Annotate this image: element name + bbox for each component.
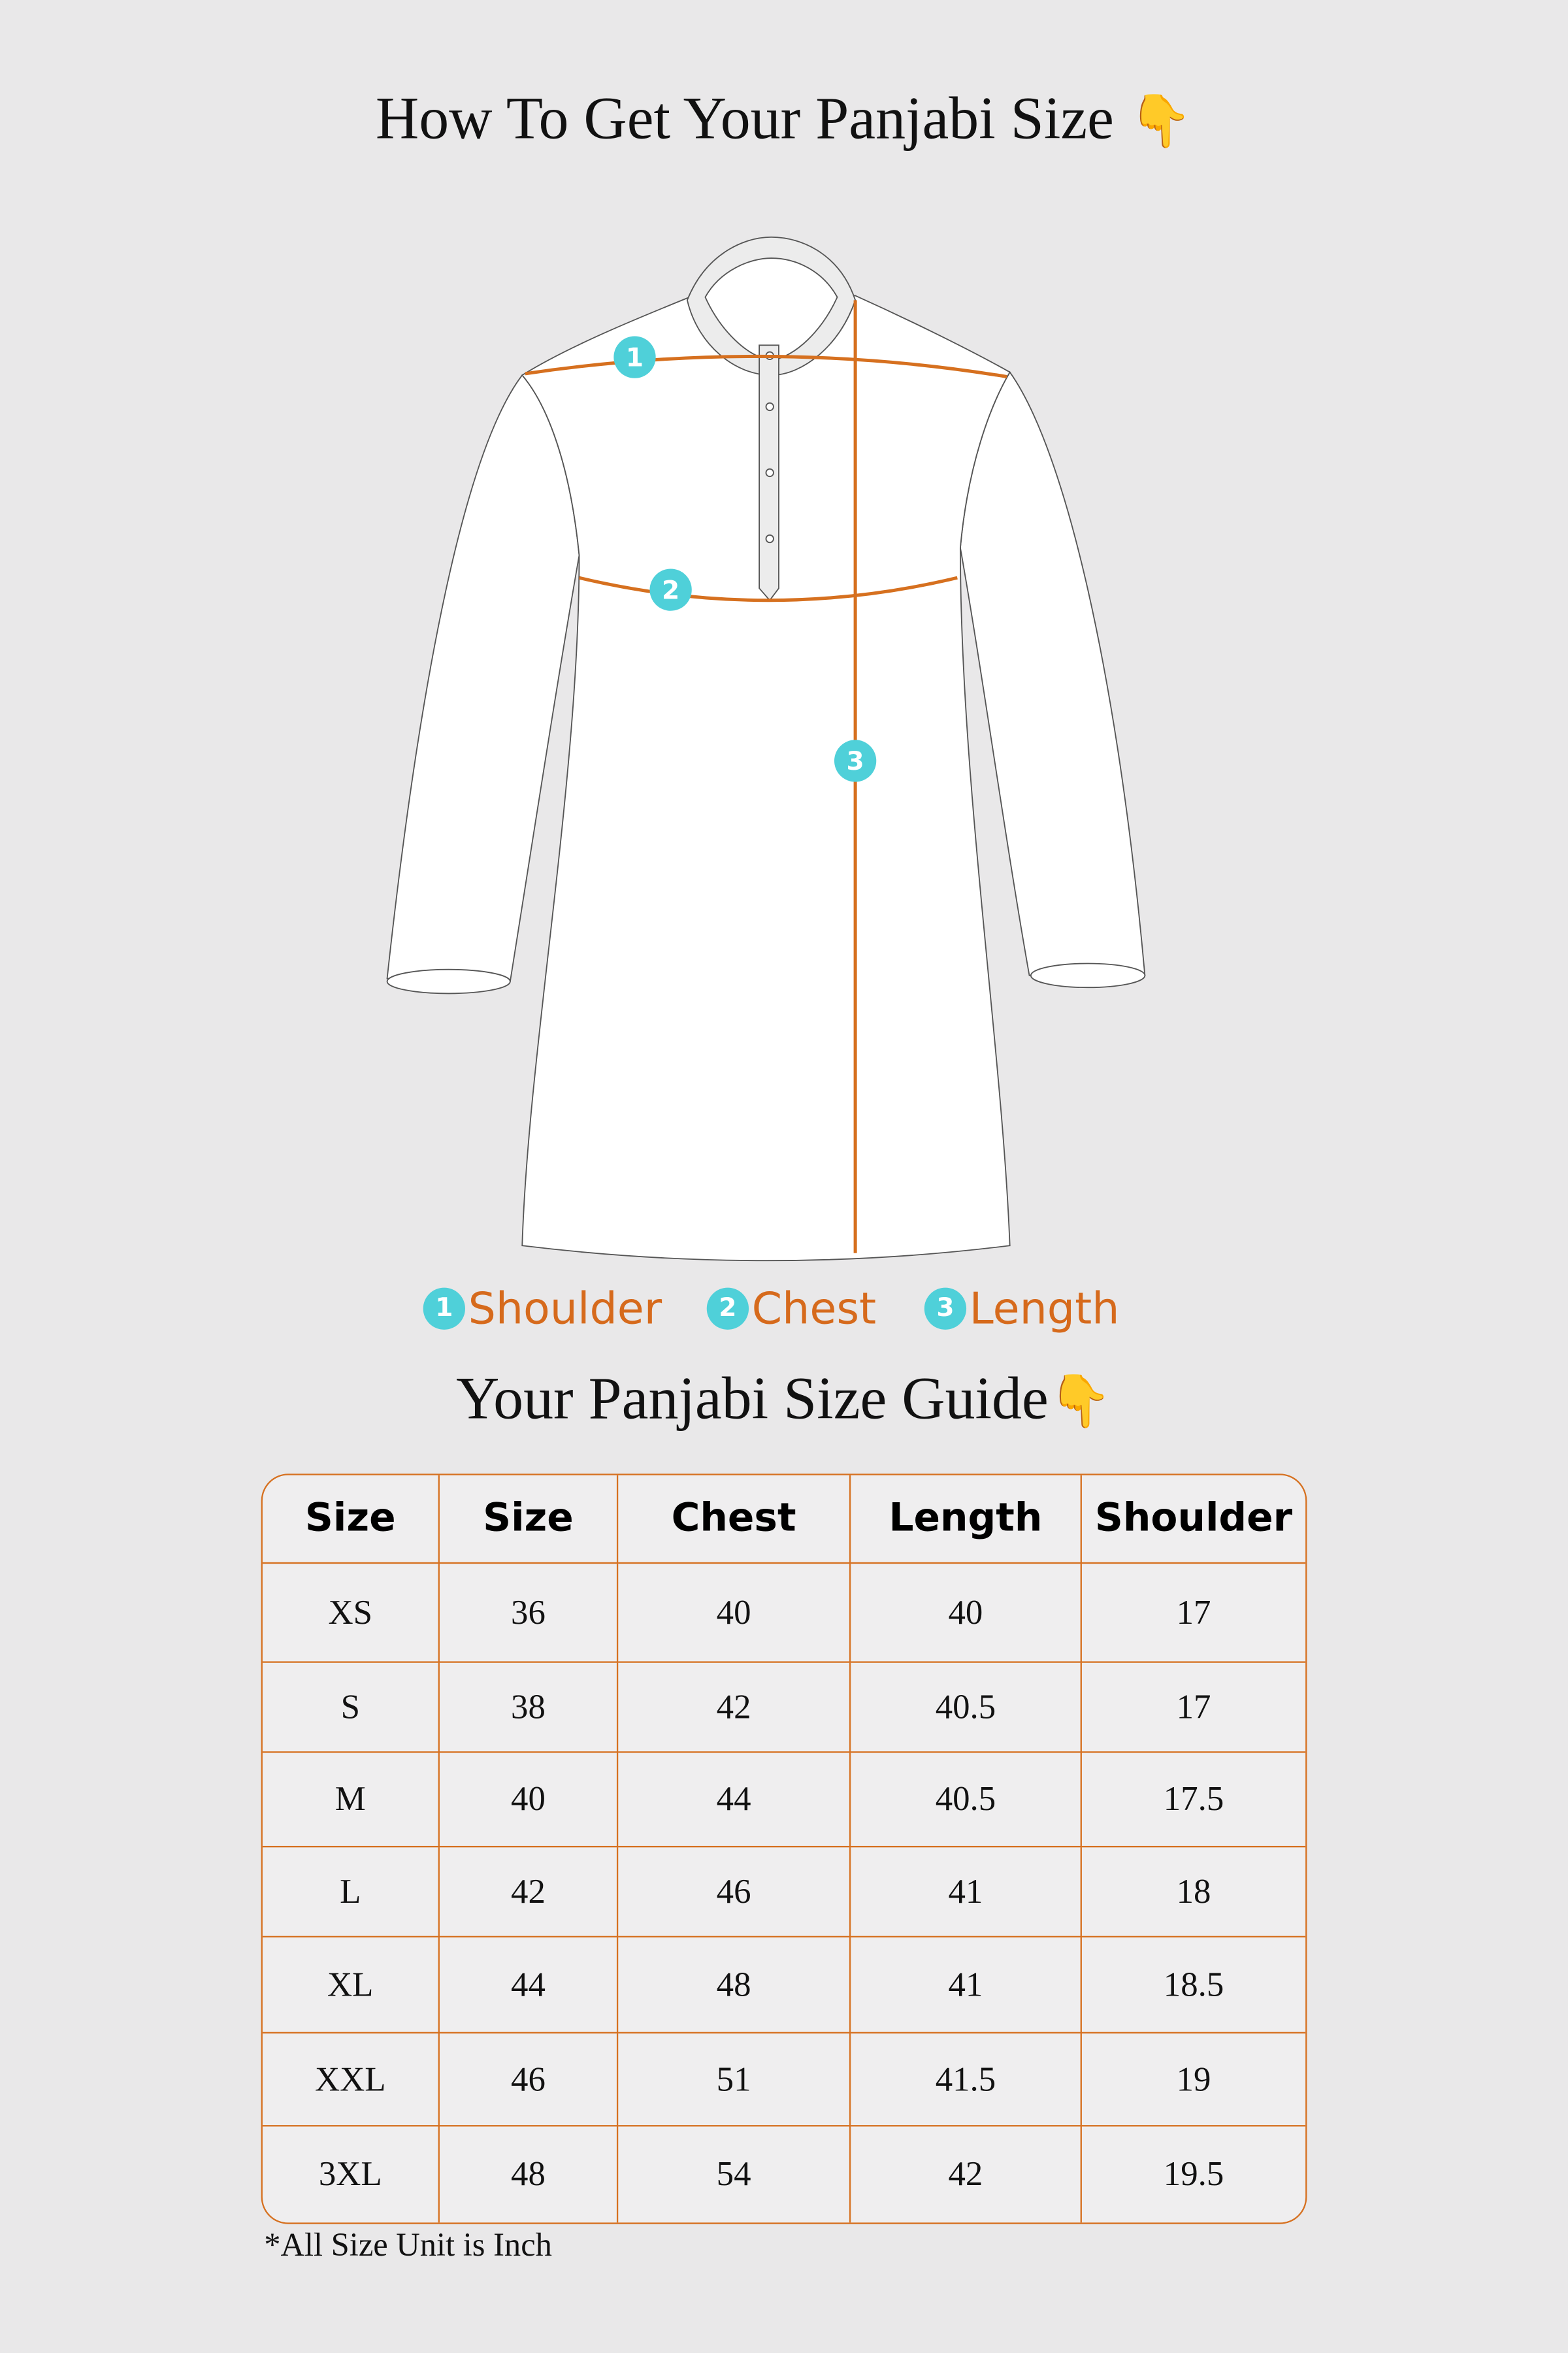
size-chart-table: Size Size Chest Length Shoulder XS 36 40 40… (261, 1473, 1307, 2224)
left-sleeve (386, 374, 580, 982)
table-cell: 54 (618, 2126, 851, 2223)
table-cell: 48 (618, 1937, 851, 2034)
table-cell: 40 (439, 1752, 619, 1848)
legend-item-length: 3 Length (924, 1283, 1120, 1334)
column-header: Shoulder (1081, 1475, 1306, 1564)
right-sleeve (959, 370, 1146, 976)
size-guide-title: Your Panjabi Size Guide👇 (0, 1362, 1568, 1433)
legend-label: Chest (751, 1283, 877, 1334)
table-cell: 44 (618, 1752, 851, 1848)
column-header: Size (439, 1475, 619, 1564)
legend-label: Length (969, 1283, 1120, 1334)
table-cell: 40.5 (851, 1662, 1082, 1753)
table-cell: 38 (439, 1662, 619, 1753)
table-cell: 40 (851, 1564, 1082, 1663)
table-cell: 40 (618, 1564, 851, 1663)
pointing-down-hand-icon: 👇 (1048, 1374, 1113, 1430)
legend-number: 2 (706, 1287, 749, 1330)
table-cell: 19.5 (1163, 2155, 1224, 2193)
table-cell: 19 (1081, 2033, 1306, 2127)
table-cell: L (262, 1847, 440, 1938)
table-cell: 42 (618, 1662, 851, 1753)
garment-body (521, 295, 1011, 1262)
table-row: M 40 44 40.5 17.5 (262, 1752, 1306, 1848)
table-cell: 46 (618, 1847, 851, 1938)
table-cell: 18 (1081, 1847, 1306, 1938)
legend-item-chest: 2 Chest (706, 1283, 877, 1334)
table-cell: XXL (262, 2033, 440, 2127)
table-row: L 42 46 41 18 (262, 1847, 1306, 1938)
table-cell: 18.5 (1081, 1937, 1306, 2034)
table-cell: 41.5 (851, 2033, 1082, 2127)
table-cell: 3XL (263, 2126, 440, 2223)
column-header: Length (851, 1475, 1082, 1564)
column-header: Size (262, 1475, 440, 1564)
table-cell: 41 (851, 1937, 1082, 2034)
table-cell: S (262, 1662, 440, 1753)
table-cell: 36 (439, 1564, 619, 1663)
table-row: XL 44 48 41 18.5 (262, 1937, 1306, 2034)
marker-3-length: 3 (834, 740, 877, 782)
left-cuff (386, 968, 511, 995)
shoulder-measure-line (525, 354, 1007, 378)
chest-measure-line (578, 576, 958, 602)
table-cell: 42 (439, 1847, 619, 1938)
page-title: How To Get Your Panjabi Size 👇 (0, 82, 1568, 153)
legend-item-shoulder: 1 Shoulder (423, 1283, 662, 1334)
size-unit-note: *All Size Unit is Inch (264, 2226, 552, 2263)
table-cell: 51 (618, 2033, 851, 2127)
table-cell: 17 (1081, 1663, 1306, 1753)
table-cell: 41 (851, 1847, 1082, 1938)
column-header: Chest (618, 1475, 851, 1564)
table-cell: 48 (440, 2126, 619, 2223)
table-cell: 42 (851, 2126, 1082, 2223)
table-cell: 40.5 (851, 1752, 1082, 1848)
svg-text:2: 2 (662, 576, 679, 605)
table-row: 3XL 48 54 42 19.5 (263, 2126, 1305, 2223)
table-cell: XL (262, 1937, 440, 2034)
table-cell: M (262, 1752, 440, 1848)
svg-text:3: 3 (847, 747, 864, 776)
pointing-down-hand-icon: 👇 (1128, 94, 1193, 150)
legend-label: Shoulder (468, 1283, 662, 1334)
measurement-legend: 1 Shoulder 2 Chest 3 Length (0, 1283, 1568, 1343)
table-cell: 44 (439, 1937, 619, 2034)
table-cell: 46 (439, 2033, 619, 2127)
table-header-row: Size Size Chest Length Shoulder (262, 1475, 1306, 1564)
table-row: S 38 42 40.5 17 (262, 1662, 1306, 1753)
table-row: XS 36 40 40 17 (262, 1564, 1306, 1663)
legend-number: 3 (924, 1287, 967, 1330)
size-guide-title-text: Your Panjabi Size Guide (456, 1364, 1049, 1432)
page-title-text: How To Get Your Panjabi Size (375, 84, 1114, 152)
marker-2-chest: 2 (649, 568, 692, 611)
svg-text:1: 1 (626, 343, 644, 372)
right-cuff (1030, 963, 1146, 989)
legend-number: 1 (423, 1287, 465, 1330)
table-cell: 17 (1081, 1564, 1306, 1663)
table-cell: XS (262, 1564, 440, 1663)
marker-1-shoulder: 1 (613, 336, 656, 378)
table-row: XXL 46 51 41.5 19 (262, 2033, 1306, 2127)
table-cell: 17.5 (1081, 1753, 1306, 1848)
